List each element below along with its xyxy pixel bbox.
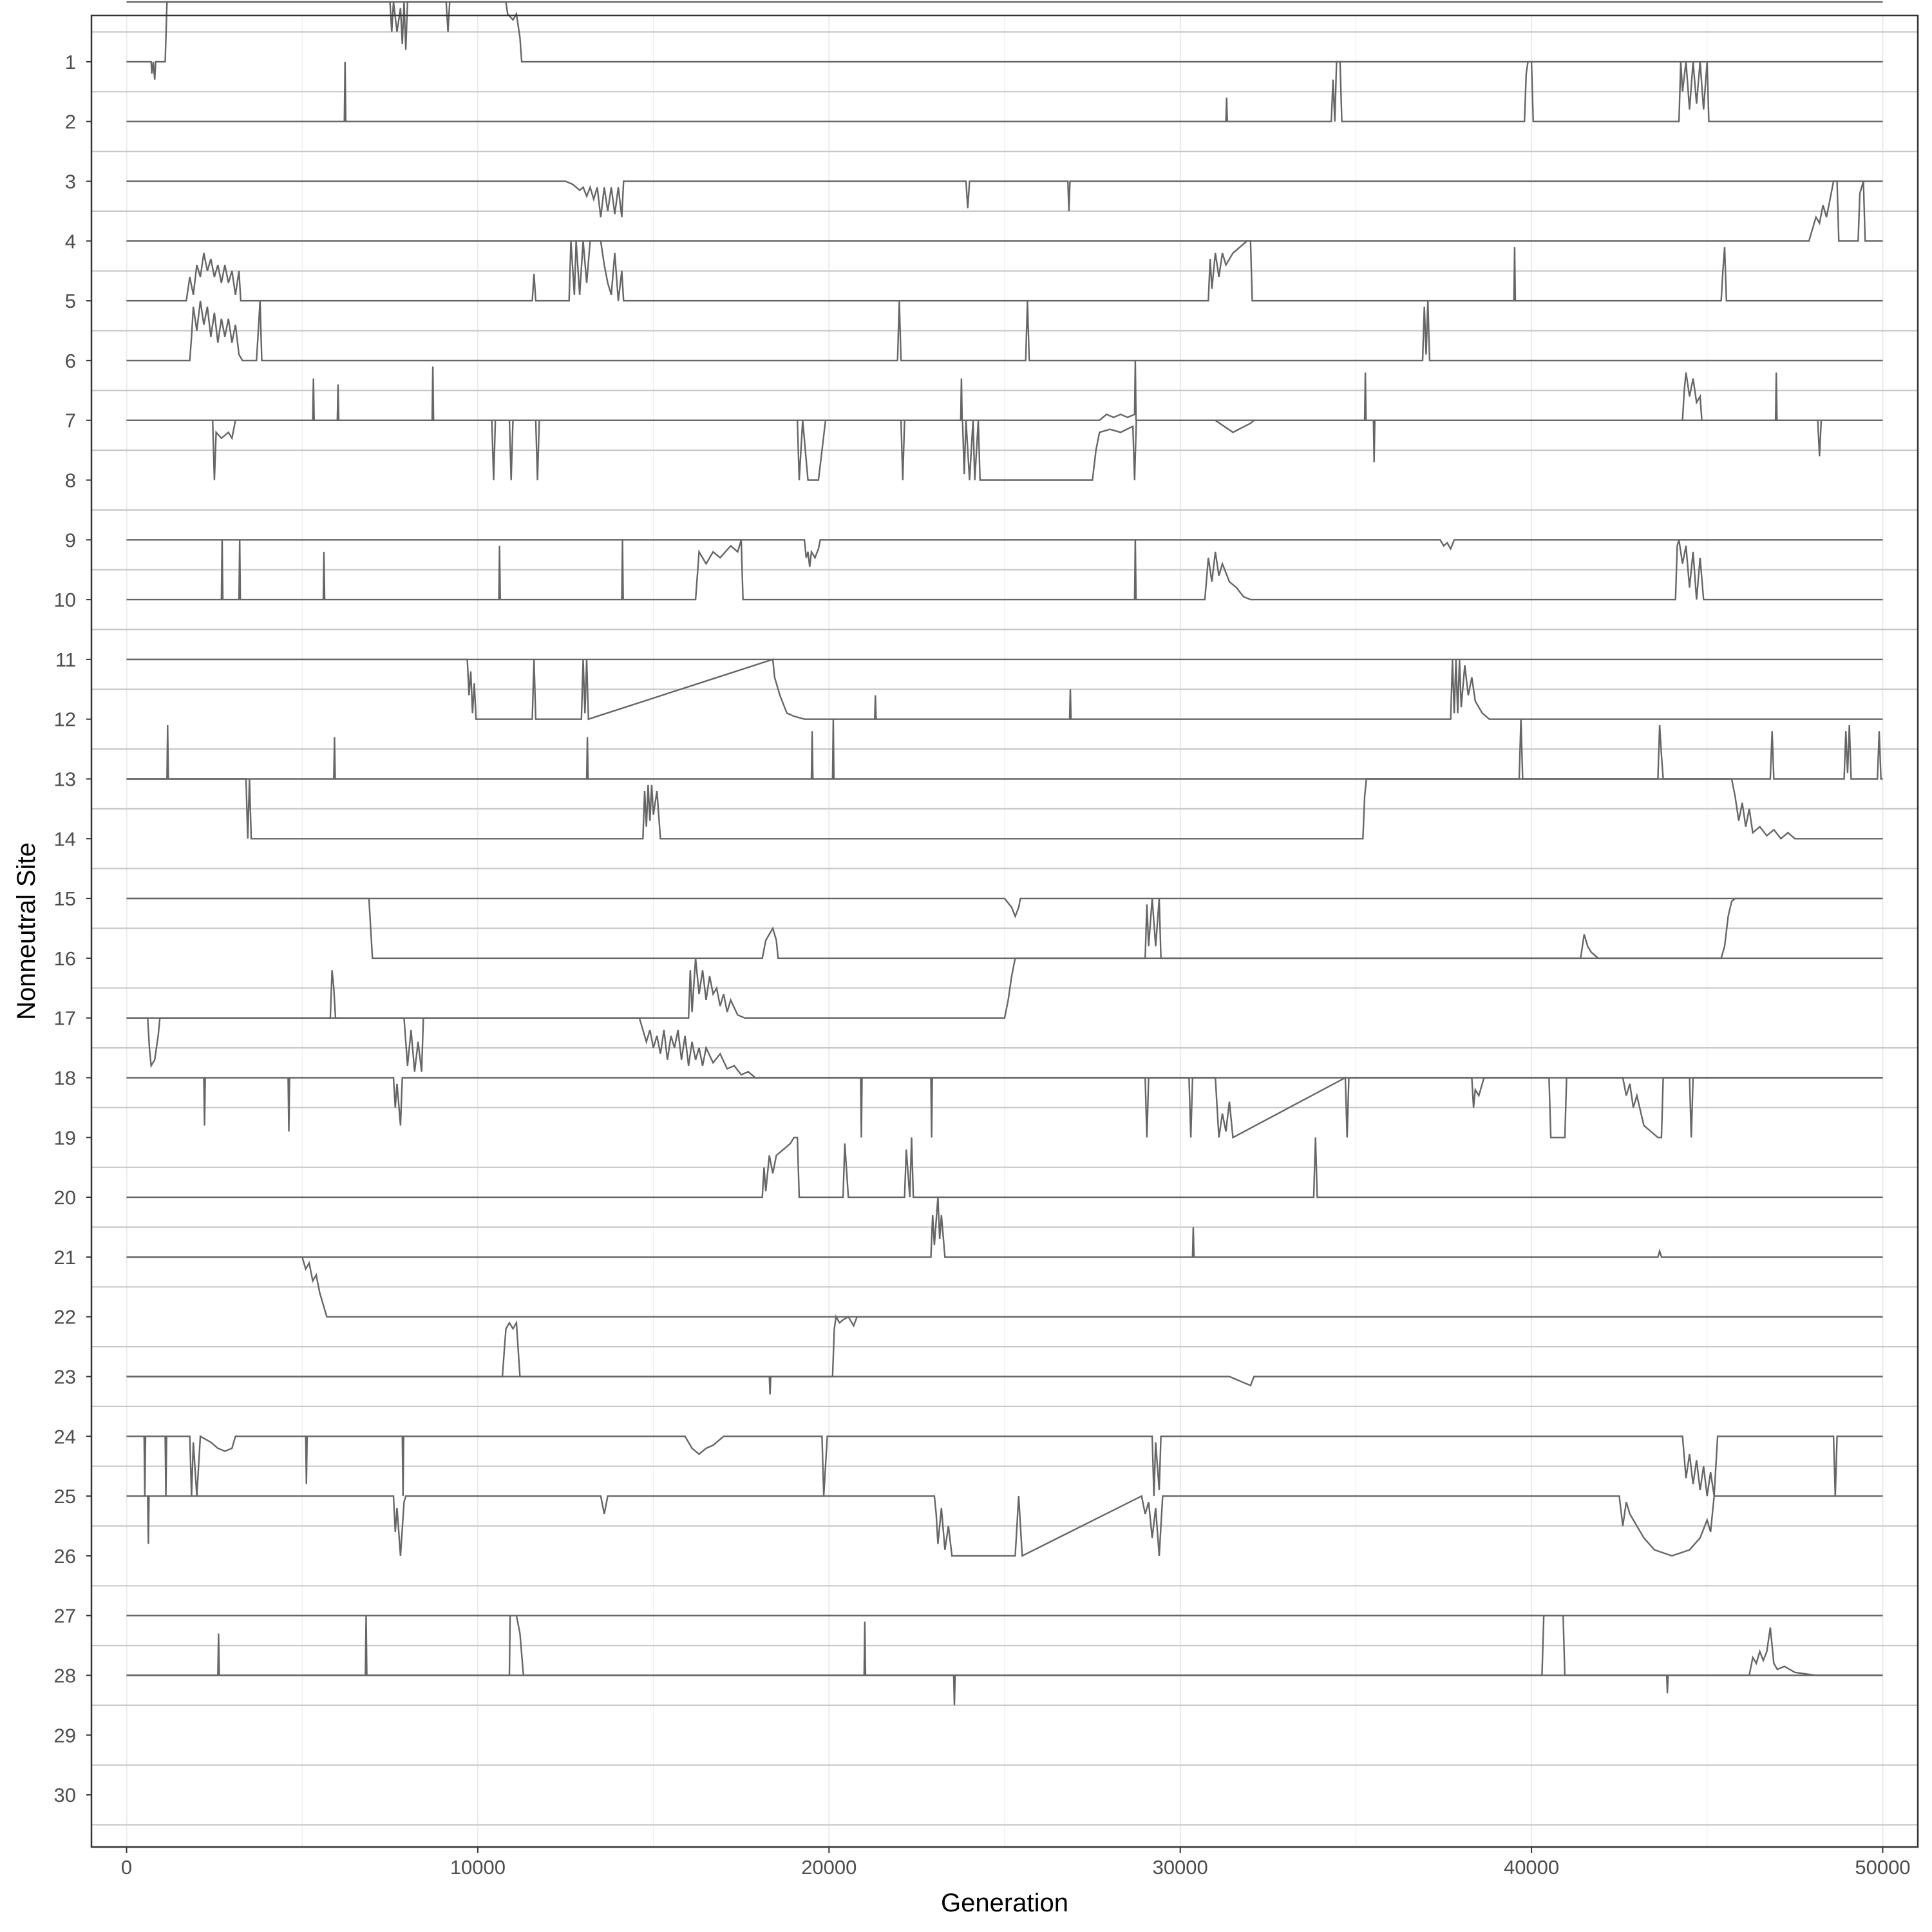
site-5-trajectory <box>126 180 1883 242</box>
y-tick-label: 6 <box>65 350 76 372</box>
y-tick-label: 7 <box>65 410 76 432</box>
y-tick-label: 17 <box>54 1007 76 1030</box>
y-tick-label: 4 <box>65 230 76 252</box>
site-10-trajectory <box>126 539 1883 567</box>
y-tick-label: 9 <box>65 529 76 551</box>
site-30-trajectory <box>126 1674 1883 1705</box>
site-19-trajectory <box>126 1017 1883 1079</box>
y-tick-label: 19 <box>54 1126 76 1149</box>
site-22-trajectory <box>126 1197 1883 1258</box>
x-tick-label: 30000 <box>1153 1856 1208 1879</box>
y-tick-label: 30 <box>54 1784 76 1806</box>
site-8-trajectory <box>126 360 1883 421</box>
site-15-trajectory <box>126 778 1883 840</box>
x-axis-title: Generation <box>941 1889 1068 1917</box>
x-tick-label: 0 <box>121 1856 132 1879</box>
y-tick-label: 25 <box>54 1485 76 1508</box>
plot-panel-border <box>90 14 1919 1848</box>
y-tick-label: 13 <box>54 768 76 791</box>
site-16-trajectory <box>126 897 1883 919</box>
site-4-trajectory <box>126 180 1883 218</box>
x-tick-label: 50000 <box>1855 1856 1910 1879</box>
site-20-trajectory <box>126 1076 1883 1139</box>
y-axis-title: Nonneutral Site <box>12 842 41 1020</box>
y-tick-label: 21 <box>54 1246 76 1269</box>
y-tick-label: 28 <box>54 1665 76 1687</box>
site-baselines <box>91 31 1918 1826</box>
y-tick-label: 5 <box>65 290 76 312</box>
y-tick-label: 22 <box>54 1306 76 1329</box>
site-27-trajectory <box>126 1495 1883 1557</box>
y-tick-label: 27 <box>54 1605 76 1627</box>
site-23-trajectory <box>126 1256 1883 1318</box>
y-tick-label: 16 <box>54 947 76 970</box>
gridlines <box>126 15 1884 1847</box>
site-2-trajectory <box>126 1 1883 80</box>
x-tick-label: 40000 <box>1504 1856 1559 1879</box>
y-tick-label: 20 <box>54 1186 76 1209</box>
y-tick-label: 14 <box>54 828 76 850</box>
series-layer <box>126 1 1883 1705</box>
site-6-trajectory <box>126 240 1883 302</box>
site-26-trajectory <box>126 1435 1883 1497</box>
y-tick-label: 1 <box>65 51 76 73</box>
site-13-trajectory <box>126 658 1883 721</box>
y-tick-label: 3 <box>65 171 76 193</box>
x-tick-label: 10000 <box>450 1856 506 1879</box>
x-axis: 0 10000 20000 30000 40000 50000 <box>121 1847 1911 1879</box>
site-29-trajectory <box>126 1615 1883 1676</box>
site-3-trajectory <box>126 61 1883 122</box>
y-tick-label: 24 <box>54 1425 76 1448</box>
site-9-trajectory <box>126 419 1883 481</box>
site-25-trajectory <box>126 1376 1883 1395</box>
y-tick-label: 2 <box>65 111 76 133</box>
y-tick-label: 12 <box>54 708 76 731</box>
y-tick-label: 29 <box>54 1724 76 1747</box>
site-21-trajectory <box>126 1137 1883 1198</box>
site-7-trajectory <box>126 300 1883 362</box>
y-tick-label: 10 <box>54 589 76 611</box>
y-tick-label: 11 <box>55 649 76 671</box>
y-axis: 1234567891011121314151617181920212223242… <box>54 51 91 1806</box>
y-tick-label: 8 <box>65 469 76 492</box>
site-11-trajectory <box>126 539 1883 601</box>
site-14-trajectory <box>126 719 1883 780</box>
y-tick-label: 26 <box>54 1545 76 1567</box>
site-17-trajectory <box>126 897 1883 960</box>
y-tick-label: 18 <box>54 1067 76 1090</box>
y-tick-label: 15 <box>54 887 76 910</box>
y-tick-label: 23 <box>54 1366 76 1388</box>
x-tick-label: 20000 <box>801 1856 857 1879</box>
